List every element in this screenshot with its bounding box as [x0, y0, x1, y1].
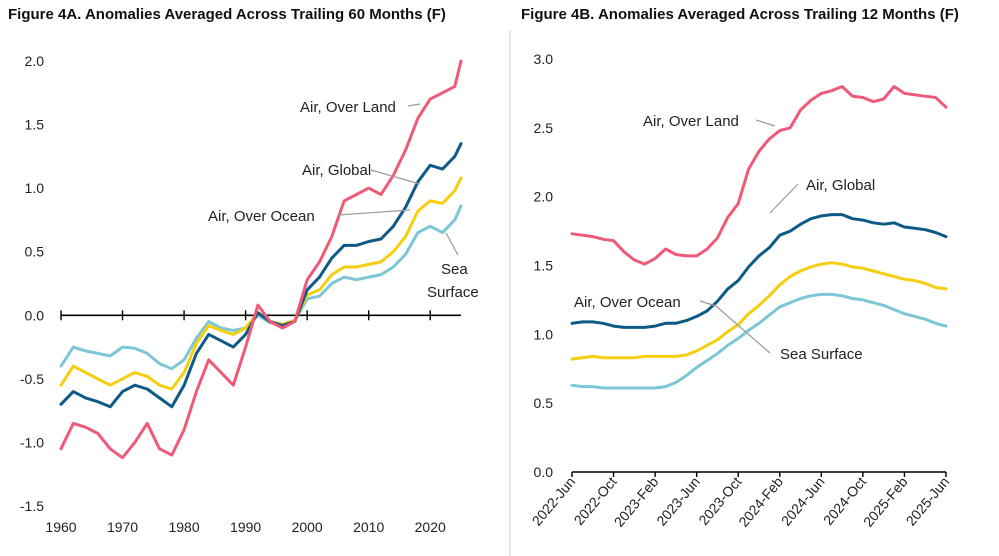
- x-tick-label: 2024-Feb: [735, 473, 786, 529]
- figure-4b-series: [570, 85, 948, 390]
- figure-4b: Figure 4B. Anomalies Averaged Across Tra…: [521, 6, 959, 530]
- y-tick-label: -1.0: [20, 434, 44, 450]
- y-tick-label: 2.0: [25, 53, 45, 69]
- figure-4a: Figure 4A. Anomalies Averaged Across Tra…: [8, 6, 479, 535]
- x-tick-label: 2020: [415, 519, 446, 535]
- leader-global-4b: [769, 183, 799, 214]
- label-air-over-land-4b: Air, Over Land: [643, 113, 739, 130]
- label-air-global-4a: Air, Global: [302, 162, 371, 179]
- leader-land-4b: [755, 119, 776, 127]
- x-tick-label: 2022-Jun: [529, 474, 579, 529]
- series-line-land: [59, 59, 463, 460]
- series-line-ocean: [570, 261, 948, 361]
- leader-ocean-4a: [337, 209, 411, 216]
- x-tick-label: 2023-Feb: [611, 473, 662, 529]
- figure-4a-x-axis: 1960 1970 1980 1990 2000 2010 2020: [45, 310, 461, 535]
- x-tick-label: 2025-Feb: [860, 473, 911, 529]
- label-air-over-ocean-4b: Air, Over Ocean: [574, 294, 681, 311]
- series-line-global: [59, 142, 463, 409]
- leader-global-4a: [370, 169, 421, 185]
- y-tick-label: 1.0: [25, 180, 45, 196]
- x-tick-label: 1980: [168, 519, 199, 535]
- figure-4a-y-axis: -1.5 -1.0 -0.5 0.0 0.5 1.0 1.5 2.0: [20, 53, 44, 514]
- y-tick-label: 1.5: [534, 258, 554, 274]
- label-air-over-land-4a: Air, Over Land: [300, 99, 396, 116]
- x-tick-label: 2023-Jun: [653, 474, 703, 529]
- label-sea-surface-4b: Sea Surface: [780, 346, 863, 363]
- figure-4a-annotation-leaders: [337, 103, 459, 256]
- x-tick-label: 2025-Jun: [903, 474, 953, 529]
- figure-4b-x-axis: 2022-Jun2022-Oct2023-Feb2023-Jun2023-Oct…: [529, 471, 953, 530]
- y-tick-label: 0.5: [534, 395, 554, 411]
- label-air-over-ocean-4a: Air, Over Ocean: [208, 208, 315, 225]
- leader-sea-4b: [715, 305, 771, 354]
- y-tick-label: 0.0: [25, 307, 45, 323]
- series-line-land: [570, 85, 948, 266]
- x-tick-label: 2000: [292, 519, 323, 535]
- leader-ocean-4b: [699, 300, 717, 307]
- y-tick-label: 2.0: [534, 189, 554, 205]
- label-air-global-4b: Air, Global: [806, 177, 875, 194]
- y-tick-label: 0.0: [534, 464, 554, 480]
- y-tick-label: 2.5: [534, 120, 554, 136]
- leader-sea-4a: [445, 232, 459, 256]
- y-tick-label: 1.5: [25, 117, 45, 133]
- x-tick-label: 1960: [45, 519, 76, 535]
- label-sea-4a: Sea: [441, 261, 468, 278]
- y-tick-label: 3.0: [534, 51, 554, 67]
- x-tick-label: 2010: [353, 519, 384, 535]
- series-line-sea: [59, 204, 463, 371]
- label-surface-4a: Surface: [427, 284, 479, 301]
- figure-4a-title: Figure 4A. Anomalies Averaged Across Tra…: [8, 6, 446, 23]
- x-tick-label: 1990: [230, 519, 261, 535]
- figure-4b-annotation-leaders: [699, 119, 799, 354]
- series-line-sea: [570, 292, 948, 390]
- y-tick-label: -0.5: [20, 371, 44, 387]
- x-tick-label: 2024-Jun: [778, 474, 828, 529]
- figure-4b-y-axis: 0.0 0.5 1.0 1.5 2.0 2.5 3.0: [534, 51, 554, 480]
- figure-4a-series: [59, 59, 463, 460]
- y-tick-label: 0.5: [25, 244, 45, 260]
- figure-4b-title: Figure 4B. Anomalies Averaged Across Tra…: [521, 6, 959, 23]
- y-tick-label: -1.5: [20, 498, 44, 514]
- leader-land-4a: [407, 103, 421, 107]
- x-tick-label: 1970: [107, 519, 138, 535]
- y-tick-label: 1.0: [534, 326, 554, 342]
- series-line-global: [570, 213, 948, 329]
